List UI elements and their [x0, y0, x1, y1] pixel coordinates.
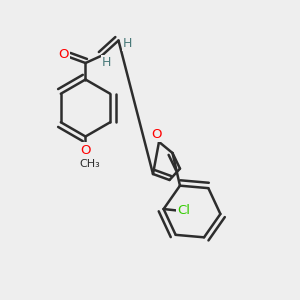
- Text: O: O: [80, 143, 91, 157]
- Text: H: H: [123, 37, 132, 50]
- Text: Cl: Cl: [177, 204, 190, 217]
- Text: CH₃: CH₃: [80, 159, 100, 170]
- Text: O: O: [152, 128, 162, 141]
- Text: H: H: [102, 56, 111, 70]
- Text: O: O: [58, 48, 69, 61]
